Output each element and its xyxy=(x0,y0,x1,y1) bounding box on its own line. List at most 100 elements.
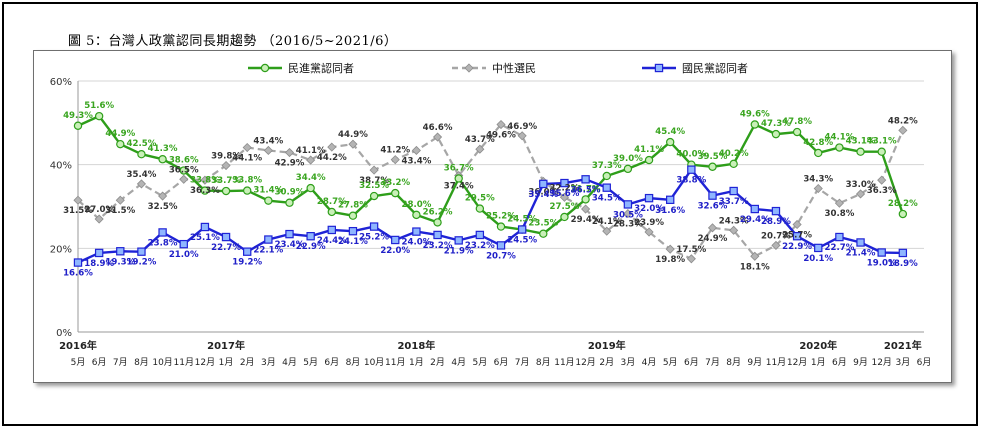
data-label: 23.2% xyxy=(423,241,453,251)
data-point xyxy=(263,145,273,156)
data-point xyxy=(285,198,294,207)
data-label: 41.3% xyxy=(148,144,178,154)
data-label: 40.2% xyxy=(719,149,749,159)
data-label: 22.9% xyxy=(782,242,812,252)
data-point xyxy=(158,228,167,237)
legend-label: 民進黨認同者 xyxy=(288,61,354,75)
data-label: 51.6% xyxy=(84,101,114,111)
data-label: 17.5% xyxy=(676,245,706,255)
series-line-2 xyxy=(77,168,903,264)
data-point xyxy=(116,247,125,256)
data-point xyxy=(264,235,273,244)
data-point xyxy=(475,230,485,240)
data-point xyxy=(411,145,421,156)
data-point xyxy=(877,147,886,156)
data-label: 22.1% xyxy=(253,246,283,256)
data-label: 45.4% xyxy=(655,127,685,137)
data-label: 43.7% xyxy=(465,135,495,145)
data-point xyxy=(412,210,421,220)
data-label: 34.4% xyxy=(296,173,326,183)
data-label: 47.8% xyxy=(782,117,812,127)
x-month-label: 8月 xyxy=(134,357,149,368)
data-point xyxy=(877,248,886,257)
data-point xyxy=(391,188,400,198)
data-label: 43.1% xyxy=(846,137,876,147)
data-point xyxy=(729,225,739,235)
data-point xyxy=(877,175,887,185)
data-point xyxy=(200,222,210,232)
data-point xyxy=(665,244,675,254)
data-point xyxy=(560,212,569,222)
data-point xyxy=(792,127,802,137)
data-point xyxy=(708,191,717,200)
data-label: 23.5% xyxy=(528,219,558,229)
data-point xyxy=(243,247,252,256)
data-point xyxy=(137,150,146,159)
data-point xyxy=(602,226,612,236)
data-label: 46.6% xyxy=(423,123,453,133)
x-month-label: 6月 xyxy=(917,357,932,368)
data-label: 33.7% xyxy=(719,197,749,207)
data-point xyxy=(898,125,908,135)
y-tick-label: 0% xyxy=(56,328,72,339)
series-line-0 xyxy=(77,114,904,235)
data-label: 24.4% xyxy=(317,236,347,246)
data-label: 16.6% xyxy=(63,269,93,279)
data-point xyxy=(687,165,696,174)
data-point xyxy=(623,200,633,209)
x-month-label: 7月 xyxy=(113,357,128,368)
data-point xyxy=(560,178,569,188)
data-label: 41.1% xyxy=(296,146,326,156)
data-point xyxy=(898,248,908,258)
data-label: 19.2% xyxy=(232,258,262,268)
x-month-label: 1月 xyxy=(811,357,826,368)
data-point xyxy=(729,186,738,196)
data-label: 24.5% xyxy=(507,215,537,225)
data-label: 28.7% xyxy=(317,197,347,207)
data-label: 24.5% xyxy=(507,236,537,246)
data-label: 31.5% xyxy=(105,206,135,216)
x-month-label: 3月 xyxy=(261,357,276,368)
data-point xyxy=(116,139,125,149)
data-point xyxy=(708,162,717,171)
data-point xyxy=(581,204,591,214)
data-point xyxy=(623,164,633,174)
data-label: 42.8% xyxy=(803,138,833,148)
data-point xyxy=(94,111,104,121)
data-point xyxy=(644,193,654,203)
x-month-label: 4月 xyxy=(451,357,466,368)
data-point xyxy=(707,223,718,233)
data-label: 33.0% xyxy=(846,180,876,190)
data-label: 21.0% xyxy=(169,250,199,260)
data-label: 18.9% xyxy=(84,259,114,269)
data-point xyxy=(73,121,83,130)
data-point xyxy=(327,142,337,152)
data-label: 32.6% xyxy=(698,202,728,212)
x-month-label: 6月 xyxy=(494,357,509,368)
data-label: 27.8% xyxy=(338,201,368,211)
x-month-label: 1月 xyxy=(409,357,424,368)
data-label: 31.7% xyxy=(571,184,601,194)
data-point xyxy=(644,155,654,165)
data-point xyxy=(73,195,83,205)
y-tick-label: 40% xyxy=(50,161,72,172)
data-point xyxy=(306,232,315,241)
legend-label: 中性選民 xyxy=(492,61,536,75)
data-label: 44.2% xyxy=(317,153,347,163)
data-label: 21.4% xyxy=(846,248,876,258)
data-label: 42.5% xyxy=(127,139,157,149)
data-point xyxy=(771,129,781,139)
x-month-label: 12月 xyxy=(195,357,215,368)
legend-marker xyxy=(654,63,664,73)
data-point xyxy=(559,192,570,202)
data-label: 41.1% xyxy=(634,145,664,155)
data-point xyxy=(581,195,590,204)
data-point xyxy=(242,142,252,153)
data-label: 44.9% xyxy=(338,130,368,140)
data-label: 28.3% xyxy=(613,220,643,230)
data-point xyxy=(792,219,802,230)
data-label: 43.4% xyxy=(401,156,431,166)
data-label: 22.0% xyxy=(380,246,410,256)
data-label: 49.3% xyxy=(63,111,93,121)
y-tick-label: 60% xyxy=(50,77,72,88)
